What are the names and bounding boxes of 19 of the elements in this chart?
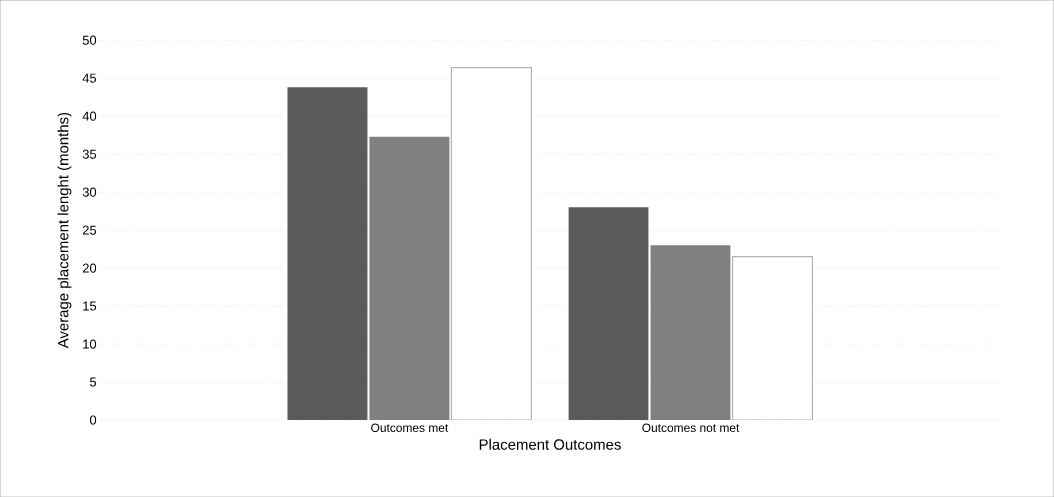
y-tick-label: 50	[82, 35, 97, 45]
bar	[369, 136, 450, 420]
y-tick-label: 20	[82, 263, 97, 273]
y-tick-label: 5	[89, 377, 97, 387]
y-axis-title: Average placement lenght (months)	[57, 112, 72, 349]
y-tick-label: 35	[82, 149, 97, 159]
y-tick-label: 0	[89, 415, 97, 425]
x-tick-label: Outcomes met	[371, 423, 449, 432]
y-tick-label: 10	[83, 339, 97, 349]
y-tick-label: 40	[82, 111, 97, 121]
y-tick-label: 15	[83, 301, 97, 311]
bar	[568, 207, 649, 420]
bar	[650, 245, 731, 420]
x-tick-label: Outcomes not met	[642, 423, 740, 432]
y-tick-label: 45	[82, 73, 97, 83]
y-tick-label: 25	[82, 225, 97, 235]
bar	[287, 87, 368, 420]
y-tick-label: 30	[82, 187, 97, 197]
x-axis-title: Placement Outcomes	[479, 438, 621, 450]
